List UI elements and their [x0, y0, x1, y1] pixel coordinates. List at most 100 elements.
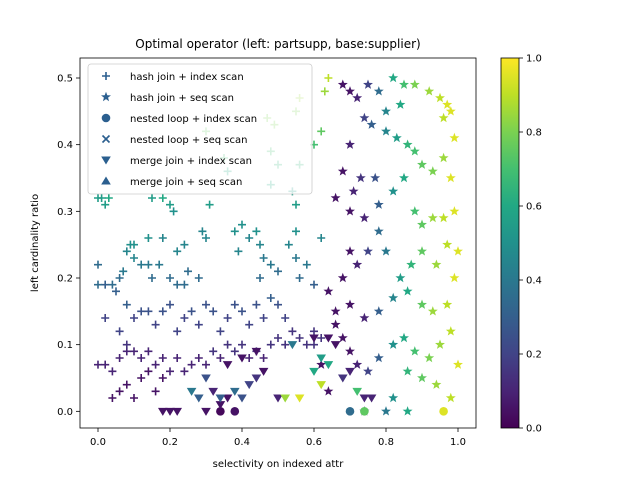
point-plus-0-96 [266, 340, 275, 349]
point-plus-0-119 [223, 314, 232, 322]
point-triangle-down-4-9 [230, 387, 240, 396]
point-triangle-down-4-21 [309, 367, 319, 376]
point-star-1-13 [438, 152, 449, 163]
point-plus-0-88 [209, 347, 218, 356]
point-triangle-down-4-15 [251, 347, 262, 356]
point-triangle-down-4-32 [309, 334, 319, 343]
point-plus-0-11 [112, 287, 120, 296]
point-plus-0-84 [180, 367, 189, 376]
point-plus-0-103 [317, 334, 326, 342]
point-triangle-down-4-30 [316, 381, 326, 390]
point-plus-0-122 [245, 320, 254, 329]
point-circle-2-0 [216, 407, 225, 416]
point-triangle-down-4-10 [237, 394, 247, 403]
point-star-1-7 [409, 79, 420, 89]
x-tick-label: 1.0 [450, 437, 466, 448]
legend-marker-x [101, 134, 111, 144]
point-triangle-down-4-27 [352, 387, 362, 396]
legend-label: merge join + index scan [130, 156, 252, 167]
point-plus-0-31 [180, 280, 189, 289]
point-plus-0-102 [310, 327, 318, 336]
colorbar-tick-label: 0.4 [526, 276, 542, 287]
point-star-1-80 [453, 359, 463, 369]
point-triangle-down-4-33 [215, 394, 226, 403]
x-axis-label: selectivity on indexed attr [213, 459, 345, 470]
point-star-1-70 [402, 366, 413, 376]
point-plus-0-82 [166, 367, 174, 376]
point-star-1-85 [370, 172, 381, 183]
point-triangle-down-4-5 [201, 374, 211, 383]
y-tick-label: 0.0 [57, 407, 73, 418]
point-plus-0-80 [151, 360, 160, 369]
point-plus-0-17 [137, 260, 146, 269]
colorbar-tick-label: 0.0 [526, 424, 542, 435]
point-triangle-down-4-6 [208, 387, 218, 396]
colorbar-tick-label: 0.2 [526, 350, 542, 361]
point-plus-0-79 [144, 347, 153, 356]
point-plus-0-120 [230, 300, 239, 309]
point-triangle-down-4-1 [165, 407, 175, 416]
point-triangle-down-4-13 [222, 361, 233, 370]
point-star-1-26 [359, 212, 370, 223]
point-plus-0-33 [194, 274, 203, 282]
point-plus-0-48 [266, 260, 275, 269]
point-plus-0-60 [292, 227, 300, 236]
y-tick-label: 0.5 [57, 74, 73, 85]
point-plus-0-3 [104, 194, 113, 202]
legend-label: hash join + index scan [130, 72, 244, 83]
x-tick-label: 0.8 [378, 437, 394, 448]
point-star-1-53 [417, 299, 427, 309]
y-tick-label: 0.1 [57, 340, 73, 351]
point-star-1-51 [388, 292, 399, 303]
point-plus-0-130 [158, 307, 167, 316]
point-star-1-76 [381, 406, 391, 416]
point-plus-0-95 [259, 354, 268, 362]
x-tick-label: 0.0 [90, 437, 106, 448]
point-plus-0-100 [295, 334, 304, 342]
point-plus-0-32 [184, 267, 192, 276]
point-plus-0-81 [158, 354, 167, 362]
x-tick-label: 0.2 [162, 437, 178, 448]
point-plus-0-132 [130, 314, 138, 322]
point-star-1-67 [345, 346, 355, 356]
point-plus-0-40 [230, 227, 239, 236]
point-star-1-74 [388, 392, 399, 403]
point-star-1-56 [449, 272, 460, 283]
point-star-1-35 [442, 239, 453, 249]
point-star-1-41 [373, 226, 384, 236]
point-plus-0-92 [238, 340, 246, 349]
colorbar: 0.0 0.2 0.4 0.6 0.8 1.0 [500, 54, 542, 435]
point-plus-0-1 [97, 194, 106, 202]
point-plus-0-86 [194, 354, 203, 362]
point-star-1-37 [417, 246, 427, 256]
point-star-1-28 [388, 186, 399, 196]
point-plus-0-78 [137, 354, 146, 362]
point-plus-0-28 [180, 240, 189, 249]
point-star-1-72 [431, 379, 442, 389]
point-star-1-24 [330, 192, 341, 203]
point-plus-0-107 [130, 394, 138, 402]
point-star-1-54 [427, 306, 438, 316]
colorbar-tick-label: 0.8 [526, 128, 542, 139]
point-plus-0-105 [115, 387, 124, 396]
point-triangle-down-4-11 [244, 381, 254, 390]
point-plus-0-73 [101, 360, 110, 369]
point-triangle-down-4-14 [237, 354, 247, 363]
point-plus-0-115 [194, 320, 203, 329]
legend: hash join + index scan hash join + seq sc… [87, 63, 313, 195]
point-plus-0-46 [256, 274, 264, 282]
point-star-1-63 [388, 339, 399, 349]
point-plus-0-36 [205, 200, 214, 209]
point-triangle-down-4-18 [280, 394, 290, 403]
point-triangle-down-4-26 [345, 367, 355, 376]
point-plus-0-63 [295, 274, 304, 282]
point-triangle-down-4-7 [215, 401, 226, 410]
point-plus-0-112 [173, 327, 182, 336]
point-plus-0-56 [292, 200, 300, 209]
point-plus-0-26 [169, 207, 178, 216]
point-plus-0-13 [122, 247, 131, 256]
point-star-1-32 [427, 212, 438, 223]
point-triangle-down-4-28 [359, 394, 370, 403]
point-star-1-59 [435, 339, 445, 349]
